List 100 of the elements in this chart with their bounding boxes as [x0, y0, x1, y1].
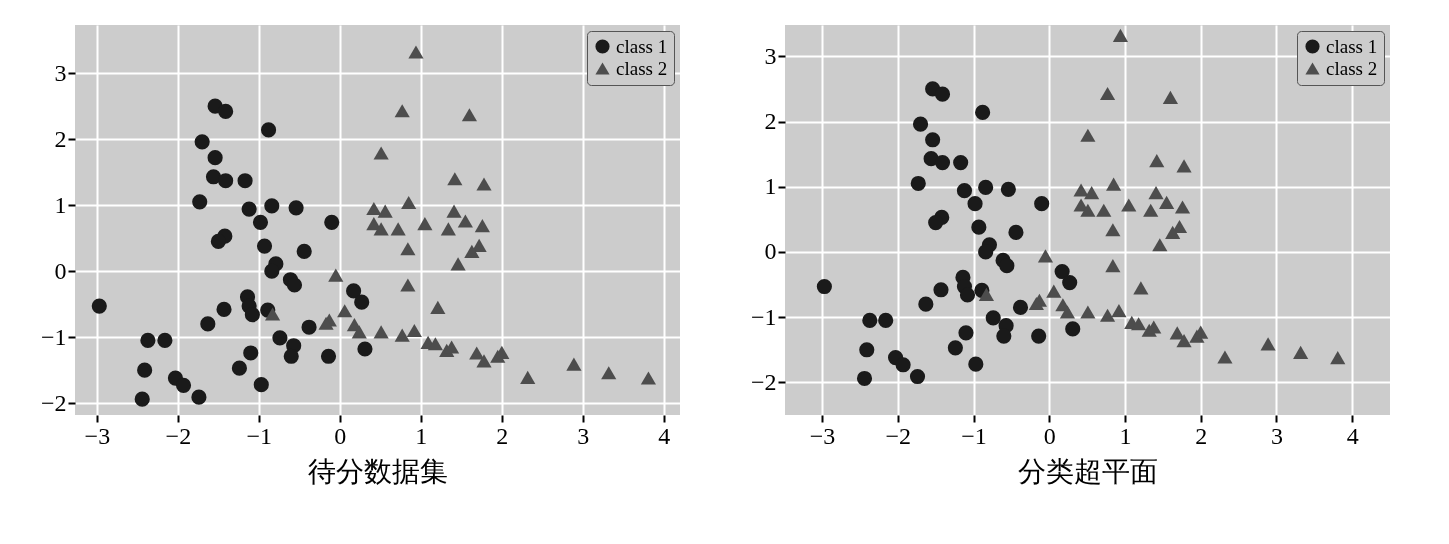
point — [440, 222, 456, 236]
point — [1293, 345, 1309, 359]
point — [1260, 337, 1276, 351]
x-tick-label: 2 — [1195, 422, 1208, 449]
y-tick-label: 2 — [54, 125, 67, 152]
point — [1105, 259, 1121, 273]
point — [953, 155, 969, 171]
x-tick-label: 4 — [658, 422, 671, 449]
point — [1034, 196, 1050, 212]
point — [272, 330, 288, 346]
point — [1162, 90, 1178, 104]
y-tick-label: 2 — [764, 108, 777, 135]
point — [1111, 304, 1127, 318]
point — [1099, 86, 1116, 101]
point — [640, 371, 656, 385]
point — [457, 214, 473, 228]
point — [912, 116, 929, 132]
x-tick-label: −3 — [84, 422, 111, 449]
point — [925, 132, 941, 148]
y-tick-label: −1 — [40, 323, 67, 350]
point — [469, 346, 485, 360]
point — [1217, 350, 1233, 364]
point — [978, 287, 994, 301]
point — [1037, 249, 1054, 263]
point — [191, 389, 207, 405]
point — [357, 341, 373, 357]
point — [1031, 328, 1047, 344]
point — [1169, 326, 1185, 340]
point — [947, 340, 963, 356]
point — [1080, 203, 1096, 217]
x-axis-title: 分类超平面 — [1018, 455, 1158, 487]
point — [140, 332, 156, 348]
point — [1012, 299, 1029, 315]
point — [1133, 281, 1149, 295]
y-tick-label: −2 — [750, 368, 777, 395]
point — [447, 172, 463, 186]
point — [241, 201, 257, 217]
y-tick-label: 0 — [764, 238, 777, 265]
point — [192, 194, 208, 210]
point — [328, 268, 344, 282]
point — [1084, 186, 1100, 200]
point — [461, 108, 478, 122]
point — [956, 183, 973, 199]
point — [354, 294, 370, 310]
point — [157, 332, 173, 348]
point — [1096, 203, 1112, 217]
point — [1000, 181, 1016, 197]
x-tick-label: −1 — [961, 422, 987, 449]
point — [959, 287, 976, 303]
point — [1073, 183, 1089, 197]
point — [978, 179, 994, 195]
legend-label: class 1 — [616, 35, 668, 57]
point — [231, 360, 247, 376]
point — [286, 277, 303, 293]
point — [253, 377, 269, 393]
y-tick-label: 1 — [54, 191, 67, 218]
point — [237, 173, 253, 189]
point — [265, 307, 281, 321]
point — [1080, 128, 1096, 142]
point — [175, 377, 192, 393]
point — [446, 204, 462, 218]
point — [1059, 305, 1076, 319]
point — [216, 301, 232, 317]
point — [1046, 284, 1062, 298]
y-tick-label: 1 — [764, 173, 777, 200]
point — [373, 146, 389, 160]
x-tick-label: 4 — [1346, 422, 1359, 449]
point — [1008, 224, 1024, 240]
point — [366, 201, 382, 216]
point — [996, 328, 1012, 344]
point — [1148, 186, 1164, 200]
x-tick-label: −2 — [885, 422, 912, 449]
point — [476, 354, 492, 368]
point — [971, 219, 987, 235]
point — [427, 337, 443, 351]
point — [918, 296, 934, 312]
point — [1143, 203, 1159, 217]
point — [1131, 317, 1147, 331]
point — [264, 263, 280, 279]
point — [910, 175, 926, 192]
point — [878, 312, 894, 328]
point — [1112, 28, 1129, 42]
x-axis-title: 待分数据集 — [308, 455, 448, 487]
x-tick-label: 0 — [1043, 422, 1056, 449]
point — [1106, 177, 1122, 191]
point — [1152, 238, 1168, 252]
point — [933, 282, 949, 298]
point — [1330, 351, 1346, 365]
point — [1174, 200, 1191, 214]
point — [244, 307, 260, 323]
point — [895, 357, 911, 373]
x-tick-label: 3 — [577, 422, 590, 449]
point — [1121, 198, 1137, 212]
x-tick-label: −2 — [165, 422, 192, 449]
y-tick-label: −1 — [750, 303, 777, 330]
point — [346, 283, 362, 299]
point — [377, 204, 393, 218]
point — [137, 362, 153, 378]
x-tick-label: −3 — [809, 422, 836, 449]
point — [862, 312, 878, 328]
